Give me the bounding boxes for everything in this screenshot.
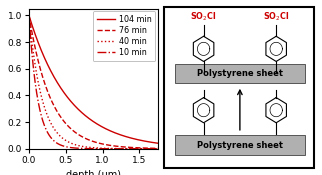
40 min xyxy=(27,14,31,16)
Line: 10 min: 10 min xyxy=(29,15,158,149)
Text: Polystyrene sheet: Polystyrene sheet xyxy=(197,69,283,78)
40 min xyxy=(104,147,108,149)
10 min xyxy=(89,148,93,150)
40 min xyxy=(97,147,100,149)
104 min xyxy=(89,119,93,121)
40 min xyxy=(133,148,137,150)
10 min xyxy=(97,148,100,150)
104 min xyxy=(104,128,108,130)
76 min xyxy=(153,147,156,149)
104 min xyxy=(153,142,156,144)
76 min xyxy=(133,147,137,149)
10 min xyxy=(27,14,31,16)
Line: 40 min: 40 min xyxy=(29,15,158,149)
76 min xyxy=(156,147,160,149)
104 min xyxy=(133,138,137,140)
10 min xyxy=(153,148,156,150)
Line: 104 min: 104 min xyxy=(29,15,158,143)
104 min xyxy=(156,142,160,144)
Text: SO$_2$Cl: SO$_2$Cl xyxy=(190,11,217,23)
X-axis label: depth (μm): depth (μm) xyxy=(66,170,121,175)
10 min xyxy=(133,148,137,150)
76 min xyxy=(88,139,92,141)
Text: Polystyrene sheet: Polystyrene sheet xyxy=(197,141,283,150)
76 min xyxy=(104,144,108,146)
Line: 76 min: 76 min xyxy=(29,15,158,148)
Bar xyxy=(175,135,305,155)
76 min xyxy=(89,140,93,142)
76 min xyxy=(27,14,31,16)
Bar xyxy=(175,64,305,83)
40 min xyxy=(156,148,160,150)
40 min xyxy=(89,146,93,149)
40 min xyxy=(88,146,92,148)
104 min xyxy=(88,118,92,120)
104 min xyxy=(27,14,31,16)
10 min xyxy=(104,148,108,150)
76 min xyxy=(97,142,100,144)
10 min xyxy=(88,148,92,150)
40 min xyxy=(153,148,156,150)
104 min xyxy=(97,124,100,126)
10 min xyxy=(156,148,160,150)
Legend: 104 min, 76 min, 40 min, 10 min: 104 min, 76 min, 40 min, 10 min xyxy=(93,11,155,61)
Text: SO$_2$Cl: SO$_2$Cl xyxy=(263,11,289,23)
